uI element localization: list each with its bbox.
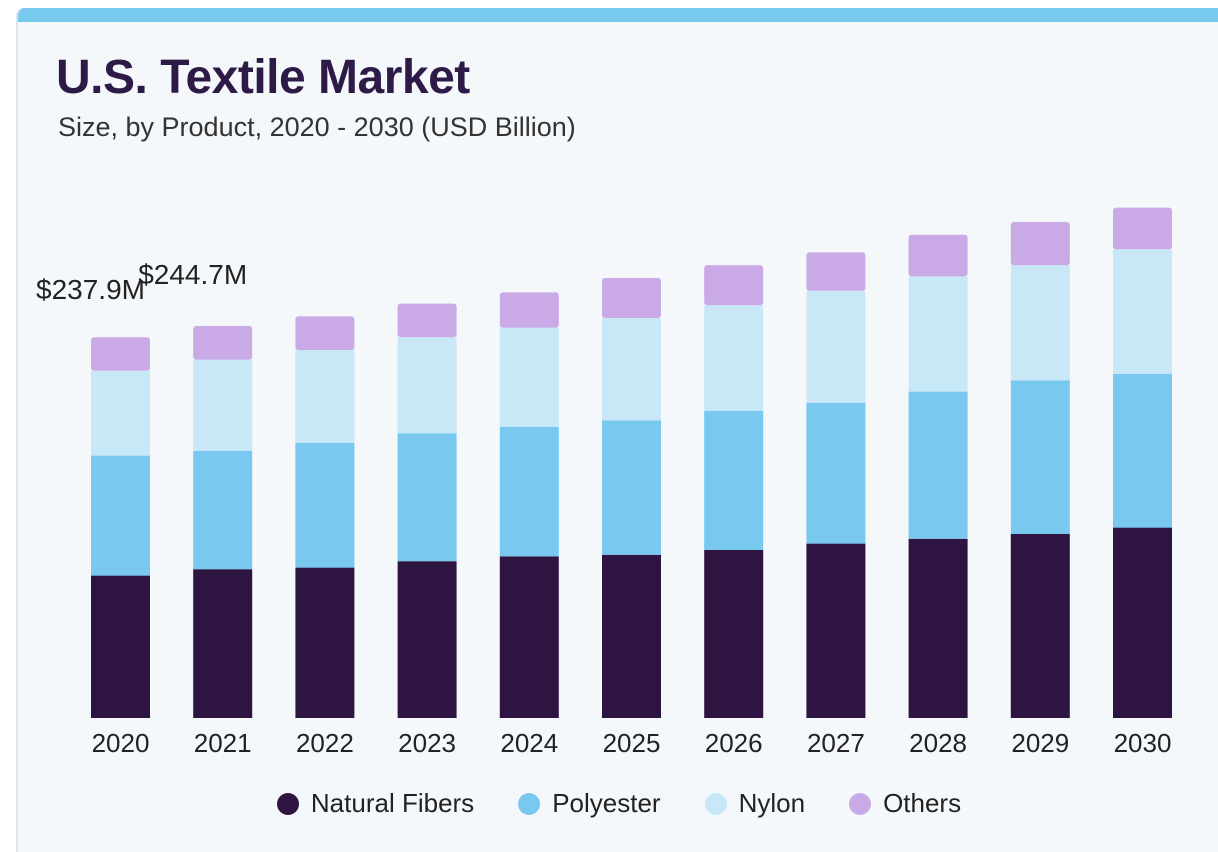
bar-nylon-2024 — [499, 327, 559, 427]
legend-swatch — [518, 792, 541, 815]
bar-polyester-2020 — [91, 455, 150, 576]
bar-nylon-2026 — [704, 305, 764, 411]
legend-item-natural-fibers: Natural Fibers — [276, 788, 475, 819]
bar-others-2030 — [1113, 207, 1172, 250]
legend-swatch — [704, 792, 727, 815]
chart-title: U.S. Textile Market — [56, 51, 470, 104]
bar-nylon-2023 — [397, 337, 457, 434]
x-tick-label: 2024 — [500, 728, 558, 758]
x-tick-label: 2025 — [603, 728, 661, 758]
bar-nylon-2030 — [1113, 249, 1172, 374]
bar-natural-fibers-2025 — [602, 554, 661, 718]
bar-polyester-2022 — [295, 442, 355, 568]
bar-nylon-2028 — [908, 276, 968, 392]
x-tick-label: 2026 — [705, 728, 763, 758]
x-tick-label: 2021 — [194, 728, 252, 758]
legend-label: Others — [883, 788, 962, 818]
bar-polyester-2028 — [908, 391, 968, 539]
bar-polyester-2027 — [806, 402, 866, 544]
bar-polyester-2024 — [499, 426, 559, 557]
legend-swatch — [276, 792, 299, 815]
bar-polyester-2023 — [397, 433, 457, 562]
x-tick-label: 2029 — [1011, 728, 1069, 758]
bar-others-2020 — [91, 337, 150, 371]
bar-others-2023 — [397, 303, 457, 338]
bar-others-2021 — [193, 326, 253, 360]
bar-natural-fibers-2030 — [1113, 527, 1172, 718]
bar-natural-fibers-2029 — [1010, 534, 1070, 718]
bar-polyester-2025 — [602, 420, 661, 555]
bar-polyester-2021 — [193, 450, 253, 570]
bar-natural-fibers-2026 — [704, 550, 764, 718]
bar-nylon-2022 — [295, 350, 355, 443]
bar-nylon-2027 — [806, 290, 866, 403]
bar-others-2024 — [499, 292, 559, 328]
bar-polyester-2029 — [1010, 380, 1070, 534]
chart-card: U.S. Textile Market Size, by Product, 20… — [16, 8, 1218, 852]
bar-others-2026 — [704, 265, 764, 306]
x-tick-label: 2020 — [92, 728, 150, 758]
bar-others-2029 — [1010, 222, 1070, 266]
bar-polyester-2030 — [1113, 374, 1172, 528]
x-tick-label: 2027 — [807, 728, 865, 758]
bar-nylon-2029 — [1010, 265, 1070, 381]
bar-natural-fibers-2020 — [91, 575, 150, 718]
bar-natural-fibers-2021 — [193, 569, 253, 718]
legend-item-others: Others — [849, 788, 961, 819]
bar-others-2025 — [602, 278, 661, 318]
bar-natural-fibers-2027 — [806, 543, 866, 718]
bar-natural-fibers-2024 — [499, 556, 559, 718]
x-tick-label: 2022 — [296, 728, 354, 758]
legend-label: Nylon — [738, 788, 806, 818]
legend-item-polyester: Polyester — [518, 788, 661, 819]
legend-label: Polyester — [552, 788, 661, 818]
x-tick-label: 2030 — [1114, 728, 1172, 758]
bar-others-2022 — [295, 316, 355, 350]
bar-others-2028 — [908, 234, 968, 277]
stacked-bar-chart: 2020 2021 2022 2023 2024 2025 2026 2027 2028 2029… — [36, 207, 1172, 758]
bar-nylon-2025 — [602, 318, 661, 421]
data-label-2021: $244.7M — [138, 259, 247, 290]
chart-legend: Natural Fibers Polyester Nylon Others — [18, 788, 1218, 819]
legend-label: Natural Fibers — [310, 788, 475, 818]
accent-bar — [18, 8, 1218, 22]
bar-nylon-2020 — [91, 370, 150, 456]
legend-item-nylon: Nylon — [704, 788, 806, 819]
x-tick-label: 2028 — [909, 728, 967, 758]
bar-natural-fibers-2028 — [908, 538, 968, 718]
chart-subtitle: Size, by Product, 2020 - 2030 (USD Billi… — [58, 112, 576, 142]
data-label-2020: $237.9M — [36, 274, 145, 305]
bar-polyester-2026 — [704, 410, 764, 550]
x-tick-label: 2023 — [398, 728, 456, 758]
bar-natural-fibers-2023 — [397, 561, 457, 718]
bar-others-2027 — [806, 252, 866, 291]
legend-swatch — [849, 792, 872, 815]
bar-nylon-2021 — [193, 359, 253, 451]
bar-natural-fibers-2022 — [295, 567, 355, 718]
